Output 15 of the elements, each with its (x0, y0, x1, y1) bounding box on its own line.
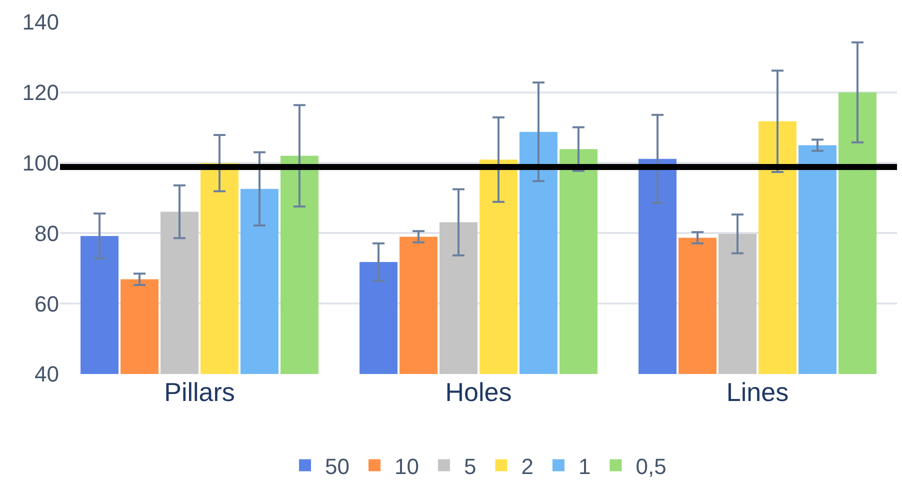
x-tick-label: Lines (726, 377, 789, 407)
legend-label: 10 (394, 454, 419, 479)
y-tick-label: 40 (34, 362, 59, 387)
x-tick-label: Pillars (164, 377, 235, 407)
y-tick-label: 60 (34, 291, 59, 316)
y-tick-label: 120 (22, 80, 59, 106)
y-tick-label: 140 (22, 10, 59, 35)
y-tick-label: 80 (34, 220, 59, 246)
legend-label: 0,5 (636, 454, 666, 479)
x-tick-label: Holes (445, 377, 512, 407)
y-tick-label: 100 (22, 150, 59, 176)
legend-label: 1 (578, 454, 591, 479)
legend-label: 5 (464, 454, 476, 479)
legend-label: 2 (521, 454, 534, 479)
legend-label: 50 (325, 454, 350, 479)
